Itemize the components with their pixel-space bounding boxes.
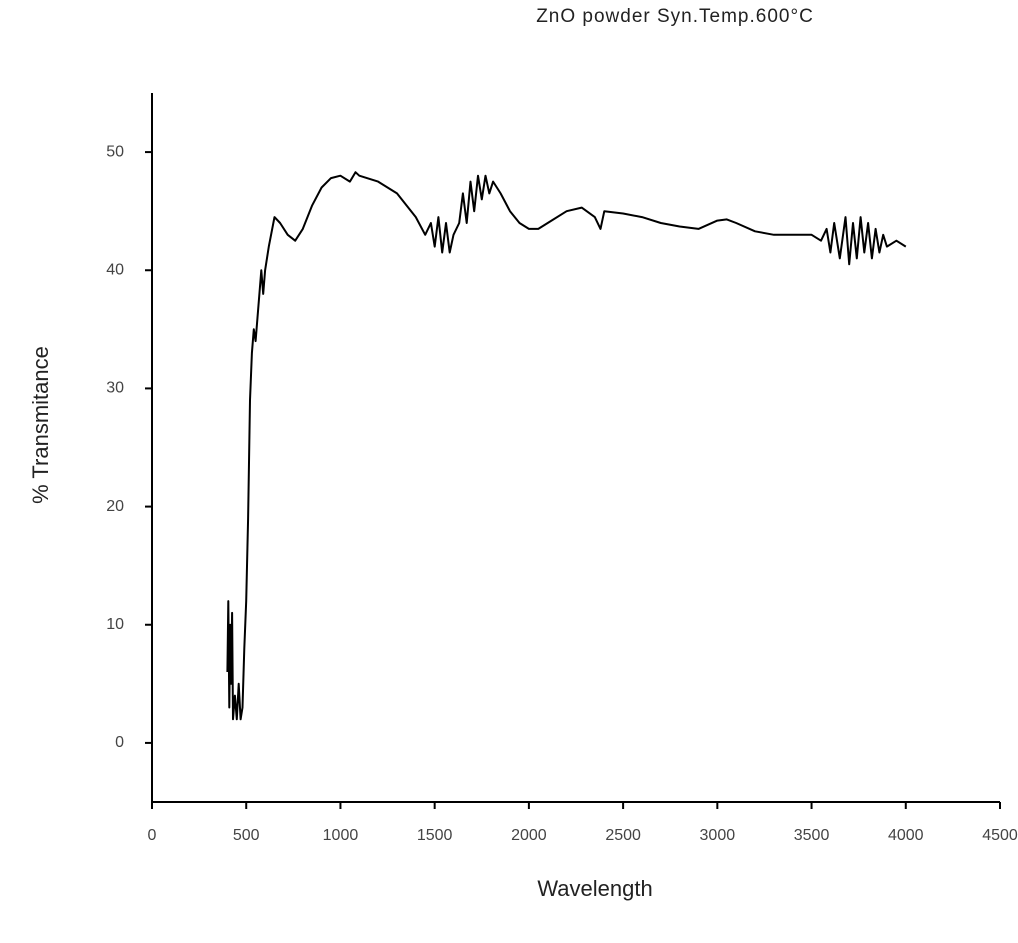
x-tick-label: 500 bbox=[233, 827, 260, 844]
x-tick-label: 3000 bbox=[700, 827, 736, 844]
y-tick-label: 50 bbox=[106, 143, 124, 160]
y-tick-label: 10 bbox=[106, 616, 124, 633]
x-tick-label: 2500 bbox=[605, 827, 641, 844]
x-tick-label: 3500 bbox=[794, 827, 830, 844]
x-tick-label: 0 bbox=[148, 827, 157, 844]
x-tick-label: 1500 bbox=[417, 827, 453, 844]
x-axis-title: Wavelength bbox=[537, 876, 652, 901]
y-tick-label: 20 bbox=[106, 498, 124, 515]
y-axis-title: % Transmitance bbox=[28, 346, 53, 504]
y-tick-label: 40 bbox=[106, 261, 124, 278]
y-tick-label: 30 bbox=[106, 380, 124, 397]
data-line bbox=[226, 171, 907, 721]
x-tick-label: 4500 bbox=[982, 827, 1018, 844]
chart-title: ZnO powder Syn.Temp.600°C bbox=[536, 6, 814, 27]
x-tick-label: 1000 bbox=[323, 827, 359, 844]
y-tick-label: 0 bbox=[115, 734, 124, 751]
x-tick-label: 2000 bbox=[511, 827, 547, 844]
x-tick-label: 4000 bbox=[888, 827, 924, 844]
